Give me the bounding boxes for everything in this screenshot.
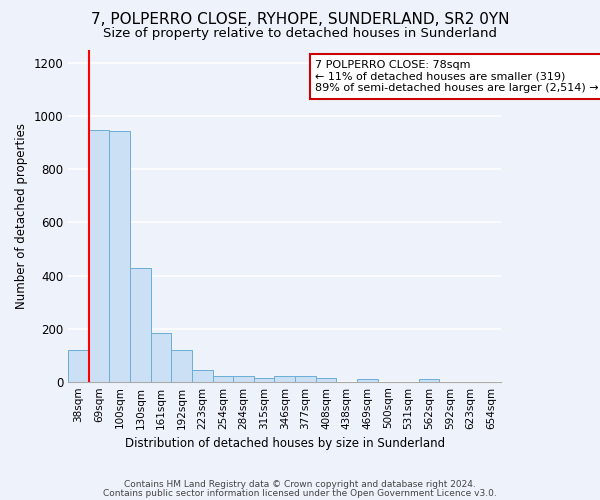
Bar (254, 378, 274, 382)
Bar (89, 130, 109, 382)
Bar (316, 378, 337, 382)
Bar (68, 350, 89, 382)
Bar (130, 268, 151, 382)
X-axis label: Distribution of detached houses by size in Sunderland: Distribution of detached houses by size … (125, 437, 445, 450)
Bar (295, 376, 316, 382)
Bar (274, 376, 295, 382)
Text: Contains HM Land Registry data © Crown copyright and database right 2024.: Contains HM Land Registry data © Crown c… (124, 480, 476, 489)
Bar (171, 350, 192, 382)
Bar (109, 131, 130, 382)
Text: Size of property relative to detached houses in Sunderland: Size of property relative to detached ho… (103, 28, 497, 40)
Bar (212, 376, 233, 382)
Text: 7 POLPERRO CLOSE: 78sqm
← 11% of detached houses are smaller (319)
89% of semi-d: 7 POLPERRO CLOSE: 78sqm ← 11% of detache… (315, 60, 599, 93)
Bar (419, 379, 439, 382)
Text: 7, POLPERRO CLOSE, RYHOPE, SUNDERLAND, SR2 0YN: 7, POLPERRO CLOSE, RYHOPE, SUNDERLAND, S… (91, 12, 509, 28)
Text: Contains public sector information licensed under the Open Government Licence v3: Contains public sector information licen… (103, 490, 497, 498)
Bar (192, 370, 212, 382)
Bar (357, 379, 377, 382)
Bar (233, 376, 254, 382)
Y-axis label: Number of detached properties: Number of detached properties (15, 123, 28, 309)
Bar (151, 332, 171, 382)
